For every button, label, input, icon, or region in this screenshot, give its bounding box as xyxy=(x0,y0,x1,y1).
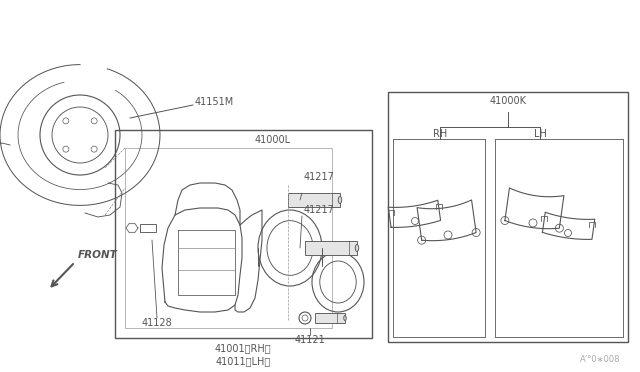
Text: FRONT: FRONT xyxy=(78,250,118,260)
Bar xyxy=(115,130,372,338)
Bar xyxy=(288,193,340,207)
Bar xyxy=(305,241,357,255)
Bar xyxy=(315,313,345,323)
Text: RH: RH xyxy=(433,129,447,139)
Text: LH: LH xyxy=(534,129,547,139)
Text: 41217: 41217 xyxy=(304,172,335,182)
Ellipse shape xyxy=(344,315,346,321)
Bar xyxy=(125,148,332,328)
Text: 41001〈RH〉: 41001〈RH〉 xyxy=(214,343,271,353)
Text: 41000L: 41000L xyxy=(255,135,291,145)
Bar xyxy=(388,92,628,342)
Text: 41217: 41217 xyxy=(304,205,335,215)
Text: A’°0∗008: A’°0∗008 xyxy=(579,355,620,364)
Text: 41121: 41121 xyxy=(294,335,325,345)
Text: 41128: 41128 xyxy=(141,318,172,328)
Text: 41151M: 41151M xyxy=(195,97,234,107)
Text: 41000K: 41000K xyxy=(490,96,527,106)
Text: 41011〈LH〉: 41011〈LH〉 xyxy=(216,356,271,366)
Ellipse shape xyxy=(339,196,342,203)
Bar xyxy=(140,224,156,232)
Ellipse shape xyxy=(355,244,359,251)
